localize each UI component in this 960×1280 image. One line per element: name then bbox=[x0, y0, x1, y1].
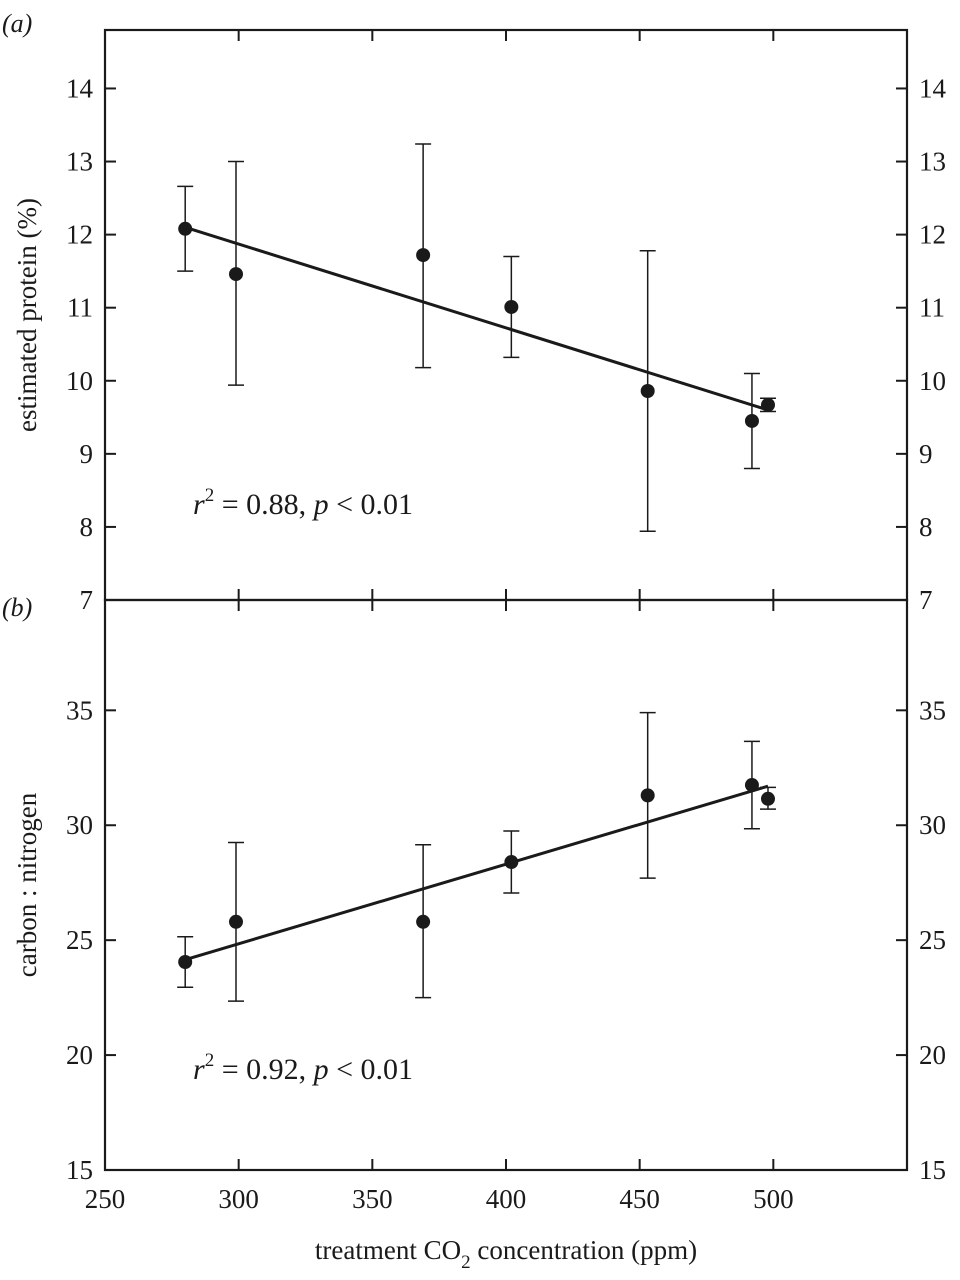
panel-b-y-tick-label-right: 20 bbox=[919, 1040, 946, 1070]
panel-a-y-tick-label-left: 9 bbox=[80, 439, 94, 469]
panel-b-y-tick-label-right: 25 bbox=[919, 925, 946, 955]
panel-a-y-tick-label-left: 7 bbox=[80, 585, 94, 615]
panel-a-y-tick-label-right: 14 bbox=[919, 73, 947, 103]
panel-b-data-point bbox=[640, 788, 655, 803]
panel-a-y-tick-label-left: 12 bbox=[66, 220, 93, 250]
panel-b-y-tick-label-right: 15 bbox=[919, 1155, 946, 1185]
panel-a-y-tick-label-left: 11 bbox=[67, 293, 93, 323]
panel-b-stat-annotation: r2 = 0.92, p < 0.01 bbox=[193, 1050, 413, 1086]
panel-a-y-tick-label-right: 7 bbox=[919, 585, 933, 615]
panel-a-data-point bbox=[416, 248, 431, 263]
panel-a-y-tick-label-left: 10 bbox=[66, 366, 93, 396]
x-axis-label: treatment CO2 concentration (ppm) bbox=[315, 1235, 697, 1273]
panel-a-y-tick-label-left: 14 bbox=[66, 73, 94, 103]
panel-a-y-tick-label-right: 13 bbox=[919, 147, 946, 177]
panel-b-y-tick-label-right: 35 bbox=[919, 695, 946, 725]
panel-b-y-tick-label-left: 15 bbox=[66, 1155, 93, 1185]
panel-a-data-point bbox=[504, 299, 519, 314]
panel-a-data-point bbox=[744, 413, 759, 428]
panel-b-y-tick-label-left: 30 bbox=[66, 810, 93, 840]
panel-a-data-point bbox=[228, 267, 243, 282]
x-tick-label: 350 bbox=[352, 1184, 393, 1214]
x-tick-label: 250 bbox=[85, 1184, 126, 1214]
panel-b-data-point bbox=[228, 914, 243, 929]
panel-b-y-tick-label-left: 35 bbox=[66, 695, 93, 725]
x-tick-label: 300 bbox=[218, 1184, 259, 1214]
panel-b-data-point bbox=[178, 954, 193, 969]
panel-a-y-tick-label-left: 8 bbox=[80, 512, 94, 542]
panel-b-y-tick-label-right: 30 bbox=[919, 810, 946, 840]
panel-b-label: (b) bbox=[2, 593, 32, 622]
panel-a-y-tick-label-right: 10 bbox=[919, 366, 946, 396]
panel-b-data-point bbox=[504, 855, 519, 870]
panel-a-y-tick-label-right: 8 bbox=[919, 512, 933, 542]
panel-b-data-point bbox=[416, 914, 431, 929]
panel-a-data-point bbox=[640, 384, 655, 398]
panel-b-data-point bbox=[744, 778, 759, 793]
panel-b-regression-line bbox=[184, 784, 769, 962]
x-tick-label: 500 bbox=[753, 1184, 794, 1214]
panel-b-y-tick-label-left: 25 bbox=[66, 925, 93, 955]
panel-a-y-tick-label-left: 13 bbox=[66, 147, 93, 177]
panel-a-data-point bbox=[760, 397, 775, 412]
x-tick-label: 450 bbox=[619, 1184, 660, 1214]
panel-a-y-tick-label-right: 11 bbox=[919, 293, 945, 323]
panel-b-y-tick-label-left: 20 bbox=[66, 1040, 93, 1070]
panel-a-regression-line bbox=[184, 225, 769, 412]
panel-b-data-point bbox=[760, 791, 775, 806]
panel-a-y-axis-label: estimated protein (%) bbox=[12, 198, 42, 432]
panel-b-y-axis-label: carbon : nitrogen bbox=[12, 792, 42, 977]
x-tick-label: 400 bbox=[486, 1184, 527, 1214]
panel-a-y-tick-label-right: 12 bbox=[919, 220, 946, 250]
panel-a-stat-annotation: r2 = 0.88, p < 0.01 bbox=[193, 485, 413, 521]
panel-a-label: (a) bbox=[2, 9, 32, 38]
panel-a-y-tick-label-right: 9 bbox=[919, 439, 933, 469]
panel-a-data-point bbox=[178, 221, 193, 236]
